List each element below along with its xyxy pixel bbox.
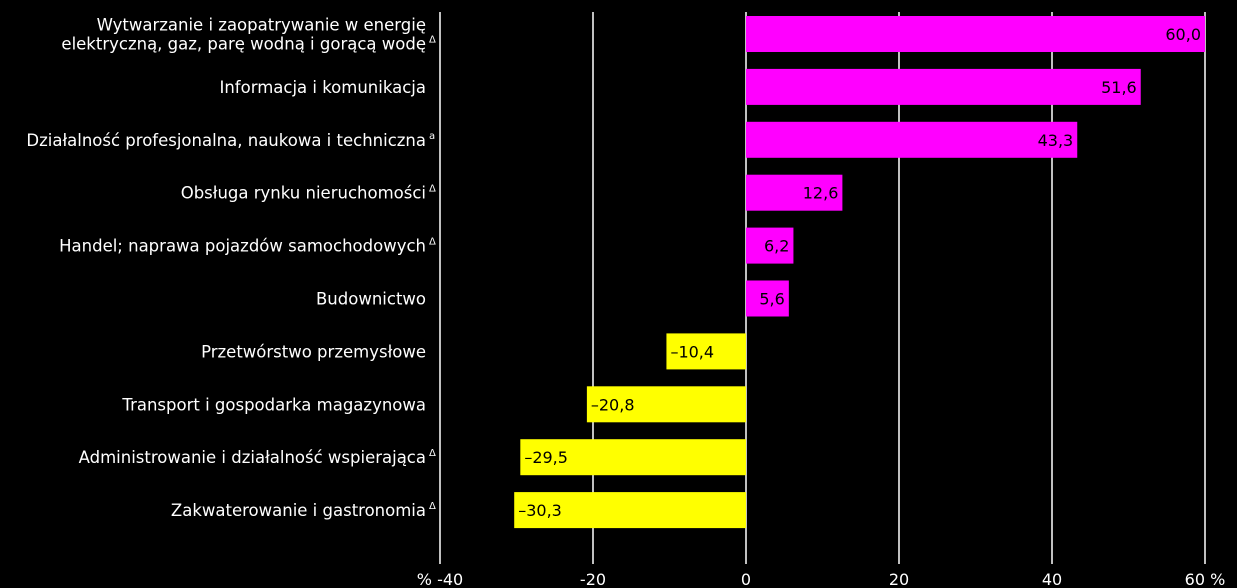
- bar: [666, 333, 746, 370]
- category-label: Handel; naprawa pojazdów samochodowych: [59, 237, 426, 256]
- bar-value-label: 51,6: [1101, 78, 1137, 97]
- category-footnote-mark: Δ: [429, 184, 436, 195]
- bar: [746, 280, 789, 317]
- bar-value-label: 12,6: [803, 184, 839, 203]
- category-footnote-mark: Δ: [429, 448, 436, 459]
- bar-value-label: –20,8: [591, 395, 635, 414]
- category-label: Zakwaterowanie i gastronomia: [171, 501, 426, 520]
- category-label: Budownictwo: [316, 290, 426, 309]
- bar-value-label: 43,3: [1038, 131, 1074, 150]
- bar-value-label: 6,2: [764, 237, 789, 256]
- x-tick-label: % -40: [417, 570, 463, 588]
- category-label: Obsługa rynku nieruchomości: [181, 184, 426, 203]
- category-label: Działalność profesjonalna, naukowa i tec…: [26, 131, 426, 150]
- x-tick-label: 40: [1042, 570, 1062, 588]
- bar: [746, 68, 1141, 105]
- category-footnote-mark: Δ: [429, 501, 436, 512]
- bar: [746, 174, 843, 211]
- bar: [746, 227, 794, 264]
- bar-value-label: –29,5: [524, 448, 568, 467]
- bar: [586, 386, 746, 423]
- x-tick-label: 60 %: [1185, 570, 1226, 588]
- category-footnote-mark: Δ: [429, 237, 436, 248]
- category-label: Transport i gospodarka magazynowa: [121, 395, 426, 414]
- category-label: Informacja i komunikacja: [219, 78, 426, 97]
- bar: [746, 121, 1078, 158]
- bar-value-label: –10,4: [670, 342, 714, 361]
- bar-value-label: 60,0: [1165, 25, 1201, 44]
- bar: [514, 492, 746, 529]
- x-tick-label: 0: [741, 570, 751, 588]
- category-footnote-mark: Δ: [429, 35, 436, 46]
- category-label: Przetwórstwo przemysłowe: [201, 342, 426, 361]
- bar: [520, 439, 746, 476]
- category-label: elektryczną, gaz, parę wodną i gorącą wo…: [61, 35, 426, 54]
- category-footnote-mark: a: [429, 131, 435, 142]
- bar-value-label: –30,3: [518, 501, 562, 520]
- x-tick-label: 20: [889, 570, 909, 588]
- x-tick-label: -20: [580, 570, 606, 588]
- category-label: Administrowanie i działalność wspierając…: [79, 448, 426, 467]
- bar-value-label: 5,6: [759, 290, 784, 309]
- bar: [746, 16, 1205, 52]
- category-label: Wytwarzanie i zaopatrywanie w energię: [97, 16, 426, 35]
